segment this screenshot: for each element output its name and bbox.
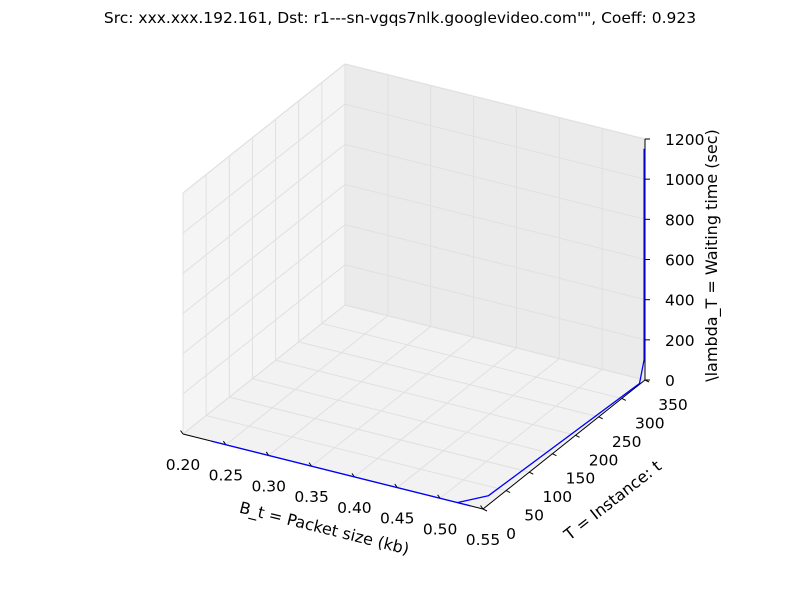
y-tick-label: 150 (566, 470, 596, 488)
x-tick-label: 0.20 (166, 456, 201, 474)
x-tick (480, 505, 484, 510)
z-tick-label: 400 (665, 292, 695, 310)
y-gridline (298, 341, 599, 418)
y-tick-label: 0 (506, 525, 516, 543)
y-gridline (206, 415, 507, 492)
y-tick (575, 434, 580, 438)
x-tick-label: 0.40 (337, 499, 372, 517)
x-gridline (439, 368, 603, 499)
z-gridline (182, 304, 346, 435)
series-lines (211, 148, 645, 507)
y-tick-label: 200 (589, 451, 619, 469)
y-tick-label: 350 (658, 396, 688, 414)
x-axis-label: B_t = Packet size (kb) (237, 498, 411, 560)
y-tick-label: 50 (524, 507, 544, 525)
tick-labels: 0.20 0.25 0.30 0.35 0.40 0.45 0.50 0.55 0 5010015… (166, 131, 705, 549)
y-gridline (229, 396, 530, 473)
y-axis-line (482, 379, 646, 510)
y-tick (598, 416, 603, 420)
x-gridline (396, 358, 560, 488)
y-tick (529, 471, 534, 475)
z-tick-label: 1200 (665, 131, 704, 149)
z-tick-label: 0 (665, 372, 675, 390)
grid-lines (182, 63, 646, 510)
x-tick-label: 0.50 (423, 520, 458, 538)
x-tick-label: 0.35 (294, 488, 329, 506)
z-gridline (344, 184, 646, 260)
y-tick (552, 453, 557, 457)
y-tick (482, 508, 488, 512)
y-gridline (275, 359, 576, 436)
y-tick-label: 300 (635, 414, 665, 432)
z-tick-label: 800 (665, 211, 695, 229)
x-tick-label: 0.45 (380, 510, 415, 528)
z-axis-label: \lambda_T = Waiting time (sec) (702, 129, 722, 382)
z-gridline (182, 264, 346, 395)
z-tick-label: 1000 (665, 171, 704, 189)
x-tick-label: 0.25 (209, 467, 244, 485)
y-gridline (321, 322, 622, 399)
z-gridline (182, 224, 346, 355)
z-gridline (344, 264, 646, 341)
x-tick-label: 0.30 (251, 477, 286, 495)
z-gridline (344, 143, 646, 220)
z-gridline (344, 304, 646, 381)
z-gridline (344, 63, 646, 140)
chart-title: Src: xxx.xxx.192.161, Dst: r1---sn-vgqs7… (103, 9, 697, 27)
z-gridline (344, 224, 646, 301)
y-gridline (252, 378, 553, 455)
y-tick-label: 250 (612, 433, 642, 451)
z-gridline (182, 143, 346, 274)
y-tick (621, 397, 627, 401)
floor-pane (183, 305, 645, 509)
y-tick (505, 490, 511, 494)
y-tick-label: 100 (542, 488, 572, 506)
x-gridline (225, 315, 389, 446)
z-tick-label: 200 (665, 332, 695, 350)
x-gridline (354, 347, 517, 478)
x-gridline (311, 336, 474, 467)
z-tick-label: 600 (665, 252, 695, 270)
x-tick (180, 430, 184, 435)
series-line-0 (211, 148, 645, 507)
z-gridline (182, 184, 346, 314)
z-gridline (344, 103, 646, 180)
z-gridline (182, 103, 346, 234)
z-gridline (182, 63, 346, 194)
x-tick-label: 0.55 (466, 531, 501, 549)
x-gridline (268, 326, 432, 456)
